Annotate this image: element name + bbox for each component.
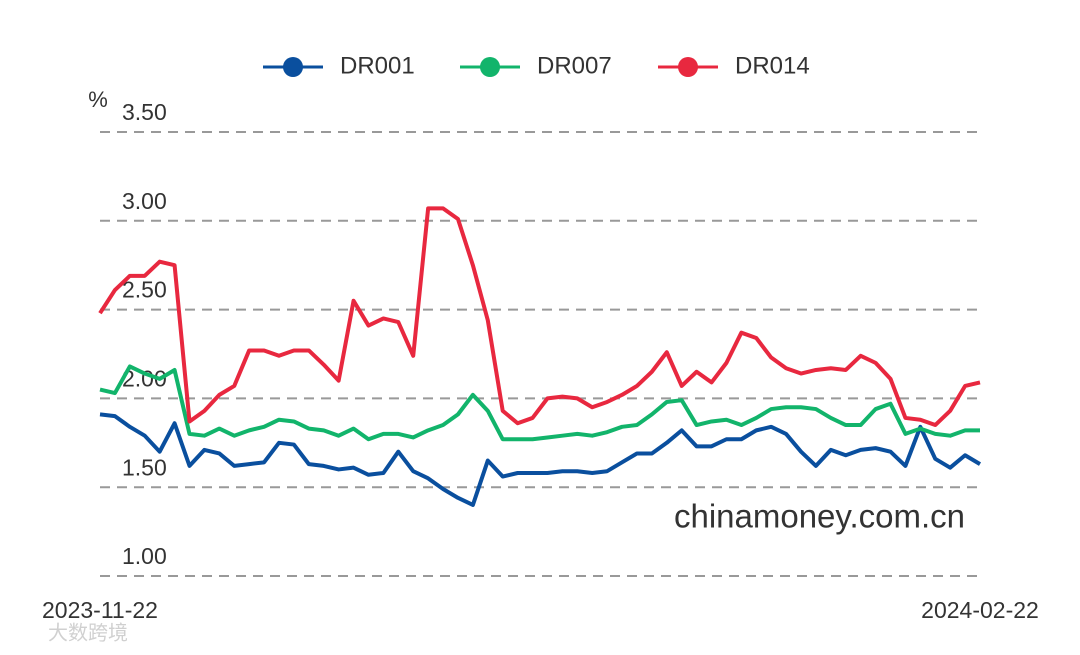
x-tick-label: 2023-11-22	[42, 597, 158, 623]
y-axis-label: %	[88, 87, 108, 112]
legend-marker	[283, 57, 303, 77]
x-tick-label: 2024-02-22	[921, 597, 1039, 623]
series-line	[99, 364, 980, 442]
legend-label: DR014	[735, 52, 810, 79]
series-line	[99, 412, 982, 507]
legend-marker	[678, 57, 698, 77]
legend-label: DR001	[340, 52, 415, 79]
watermark: 大数跨境	[48, 621, 128, 644]
legend-marker	[480, 57, 500, 77]
y-tick-label: 2.50	[122, 277, 167, 303]
y-tick-label: 1.00	[122, 543, 167, 569]
y-tick-label: 1.50	[122, 454, 167, 480]
y-tick-label: 3.50	[122, 99, 167, 125]
annotation: chinamoney.com.cn	[674, 498, 965, 535]
y-tick-label: 3.00	[122, 188, 167, 214]
legend-label: DR007	[537, 52, 612, 79]
series-line	[98, 206, 981, 428]
